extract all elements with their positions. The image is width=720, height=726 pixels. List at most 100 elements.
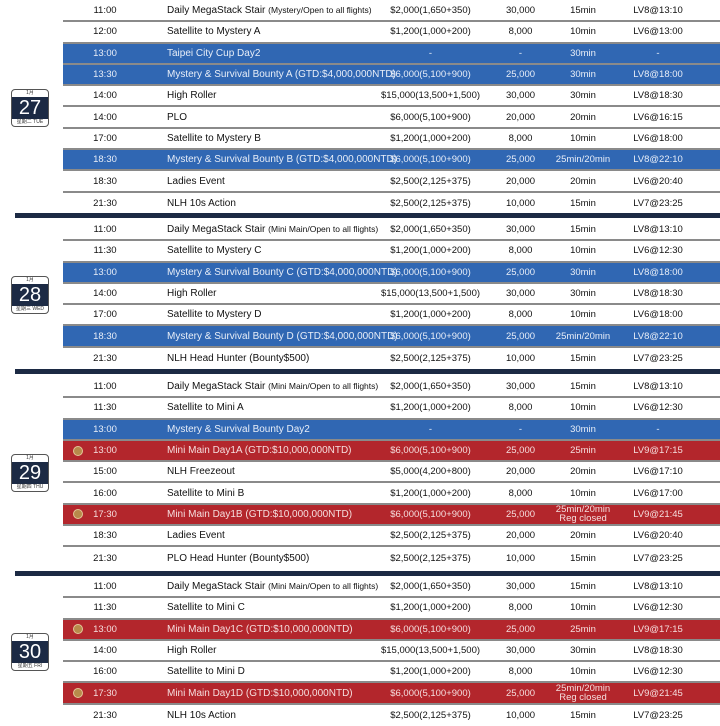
event-row[interactable]: 18:30 Ladies Event $2,500(2,125+375) 20,000… xyxy=(63,171,720,193)
event-levels: 10min xyxy=(548,603,618,613)
event-chips: 25,000 xyxy=(505,508,536,520)
day-divider xyxy=(15,369,720,374)
event-row[interactable]: 13:00 Mystery & Survival Bounty Day2 - - 30m… xyxy=(63,419,720,441)
event-row[interactable]: 11:30 Satellite to Mystery C $1,200(1,000+… xyxy=(63,241,720,263)
levels-value: 30min xyxy=(570,47,596,59)
event-late-reg: LV6@20:40 xyxy=(633,530,683,542)
event-row[interactable]: 18:30 Mystery & Survival Bounty D (GTD:$4… xyxy=(63,326,720,348)
badge-month: 1月 xyxy=(26,276,34,283)
levels-value: 10min xyxy=(570,309,596,321)
event-time: 16:00 xyxy=(93,487,117,499)
event-row[interactable]: 16:00 Satellite to Mini D $1,200(1,000+200… xyxy=(63,662,720,684)
event-late-reg: LV8@22:10 xyxy=(633,330,683,342)
event-late-reg: LV6@17:00 xyxy=(633,487,683,499)
event-row[interactable]: 15:00 NLH Freezeout $5,000(4,200+800) 20,00… xyxy=(63,462,720,484)
levels-value: 15min xyxy=(570,352,596,364)
badge-month: 1月 xyxy=(26,89,34,96)
event-row[interactable]: 21:30 PLO Head Hunter (Bounty$500) $2,500(… xyxy=(63,547,720,568)
event-buyin: $2,500(2,125+375) xyxy=(390,197,471,209)
event-row[interactable]: 11:00 Daily MegaStack Stair (Mystery/Open… xyxy=(63,1,720,23)
coin-icon xyxy=(73,624,83,635)
event-chips: 8,000 xyxy=(508,245,533,257)
event-time: 13:00 xyxy=(93,445,117,457)
event-late-reg: LV8@18:30 xyxy=(633,288,683,300)
event-row[interactable]: 11:00 Daily MegaStack Stair (Mini Main/Op… xyxy=(63,220,720,242)
event-buyin: $2,500(2,125+375) xyxy=(390,552,471,564)
event-levels: 15min xyxy=(548,709,618,721)
event-title: Taipei City Cup Day2 xyxy=(167,47,261,59)
event-row[interactable]: 13:30 Mystery & Survival Bounty A (GTD:$4… xyxy=(63,64,720,87)
event-chips: 30,000 xyxy=(505,645,536,657)
levels-value: 20min xyxy=(570,530,596,542)
event-chips: 10,000 xyxy=(505,197,536,209)
event-row[interactable]: 11:30 Satellite to Mini C $1,200(1,000+200… xyxy=(63,598,720,620)
reg-status: Reg closed xyxy=(559,692,607,704)
event-late-reg: LV6@16:15 xyxy=(633,111,683,123)
event-row[interactable]: 11:00 Daily MegaStack Stair (Mini Main/Op… xyxy=(63,377,720,399)
event-title: Daily MegaStack Stair xyxy=(167,224,266,236)
event-title: Satellite to Mini A xyxy=(167,402,244,414)
event-row[interactable]: 13:00 Mini Main Day1C (GTD:$10,000,000NTD… xyxy=(63,619,720,641)
event-buyin: $1,200(1,000+200) xyxy=(390,402,471,414)
event-chips: 10,000 xyxy=(505,352,536,364)
levels-value: 30min xyxy=(570,90,596,102)
levels-value: 15min xyxy=(570,709,596,721)
event-buyin: $15,000(13,500+1,500) xyxy=(380,645,481,657)
event-late-reg: LV6@13:00 xyxy=(633,26,683,38)
event-buyin: $1,200(1,000+200) xyxy=(390,132,471,144)
event-name: Satellite to Mini D xyxy=(167,666,245,677)
event-row[interactable]: 18:30 Ladies Event $2,500(2,125+375) 20,000… xyxy=(63,526,720,548)
levels-value: 25min/20min xyxy=(555,330,611,342)
event-late-reg: LV8@18:30 xyxy=(633,645,683,657)
event-title: Satellite to Mystery A xyxy=(167,26,261,38)
event-name: Mystery & Survival Bounty D (GTD:$4,000,… xyxy=(167,331,398,342)
event-row[interactable]: 14:00 High Roller $15,000(13,500+1,500) 30,… xyxy=(63,641,720,663)
levels-value: 30min xyxy=(570,69,596,81)
event-buyin: $1,200(1,000+200) xyxy=(390,666,471,678)
event-row[interactable]: 18:30 Mystery & Survival Bounty B (GTD:$4… xyxy=(63,150,720,172)
event-row[interactable]: 14:00 PLO $6,000(5,100+900) 20,000 20min LV6@… xyxy=(63,107,720,129)
event-row[interactable]: 21:30 NLH Head Hunter (Bounty$500) $2,500(… xyxy=(63,348,720,369)
event-row[interactable]: 13:00 Mystery & Survival Bounty C (GTD:$4… xyxy=(63,262,720,284)
event-row[interactable]: 16:00 Satellite to Mini B $1,200(1,000+200… xyxy=(63,483,720,505)
event-row[interactable]: 17:30 Mini Main Day1B (GTD:$10,000,000NTD… xyxy=(63,504,720,527)
event-row[interactable]: 21:30 NLH 10s Action $2,500(2,125+375) 10,0… xyxy=(63,193,720,214)
event-row[interactable]: 14:00 High Roller $15,000(13,500+1,500) 30,… xyxy=(63,86,720,108)
event-row[interactable]: 11:30 Satellite to Mini A $1,200(1,000+200… xyxy=(63,398,720,420)
levels-value: 15min xyxy=(570,381,596,393)
event-chips: 25,000 xyxy=(505,445,536,457)
event-late-reg: - xyxy=(656,423,660,435)
coin-icon xyxy=(73,445,83,456)
event-buyin: $2,500(2,125+375) xyxy=(390,352,471,364)
event-chips: 25,000 xyxy=(505,623,536,635)
event-row[interactable]: 17:00 Satellite to Mystery B $1,200(1,000+… xyxy=(63,129,720,151)
date-badge: 1月 29 星期四 THU xyxy=(11,453,49,492)
event-row[interactable]: 11:00 Daily MegaStack Stair (Mini Main/Op… xyxy=(63,577,720,599)
levels-value: 10min xyxy=(570,487,596,499)
event-name: Satellite to Mini B xyxy=(167,488,244,499)
event-row[interactable]: 17:30 Mini Main Day1D (GTD:$10,000,000NTD… xyxy=(63,683,720,705)
event-chips: 30,000 xyxy=(505,224,536,236)
event-row[interactable]: 17:00 Satellite to Mystery D $1,200(1,000+… xyxy=(63,305,720,327)
event-row[interactable]: 12:00 Satellite to Mystery A $1,200(1,000+… xyxy=(63,22,720,44)
event-time: 21:30 xyxy=(93,709,117,721)
event-buyin: $1,200(1,000+200) xyxy=(390,309,471,321)
event-note: (Mini Main/Open to all flights) xyxy=(268,581,379,592)
event-late-reg: LV6@18:00 xyxy=(633,309,683,321)
event-row[interactable]: 14:00 High Roller $15,000(13,500+1,500) 30,… xyxy=(63,284,720,306)
event-time: 11:00 xyxy=(93,5,117,17)
event-late-reg: LV7@23:25 xyxy=(633,352,683,364)
event-late-reg: LV8@13:10 xyxy=(633,5,683,17)
event-levels: 30min xyxy=(548,289,618,299)
event-chips: - xyxy=(518,47,523,59)
event-name: Mini Main Day1D (GTD:$10,000,000NTD) xyxy=(167,688,353,699)
event-name: Daily MegaStack Stair (Mini Main/Open to… xyxy=(167,381,378,392)
event-row[interactable]: 13:00 Taipei City Cup Day2 - - 30min - xyxy=(63,43,720,65)
event-buyin: $2,000(1,650+350) xyxy=(390,581,471,593)
event-levels: 10min xyxy=(548,403,618,413)
levels-value: 10min xyxy=(570,666,596,678)
event-row[interactable]: 21:30 NLH 10s Action $2,500(2,125+375) 10,0… xyxy=(63,705,720,726)
event-row[interactable]: 13:00 Mini Main Day1A (GTD:$10,000,000NTD… xyxy=(63,440,720,463)
badge-weekday: 星期四 THU xyxy=(16,483,44,490)
event-late-reg: LV7@23:25 xyxy=(633,709,683,721)
